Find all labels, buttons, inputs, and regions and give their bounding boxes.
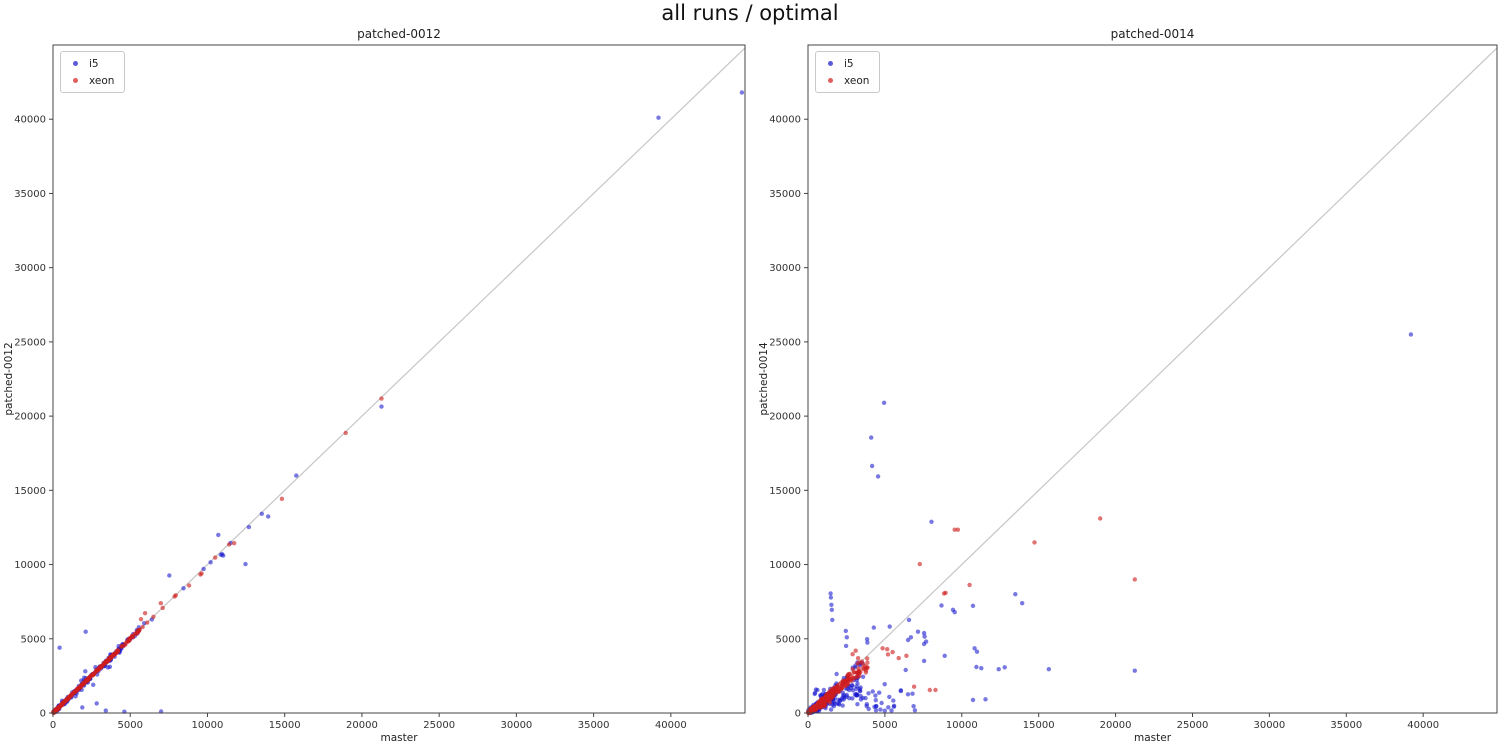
y-axis-ticks: 0 5000 10000 15000 20000 25000 30000 35000 40000	[769, 115, 808, 720]
legend-item-xeon: xeon	[70, 72, 114, 89]
legend-label: xeon	[89, 74, 115, 87]
xeon-marker-icon	[828, 78, 833, 83]
svg-text:15000: 15000	[14, 486, 46, 497]
series-xeon-points	[51, 396, 384, 716]
identity-line	[807, 47, 1498, 714]
x-axis-label: master	[1133, 732, 1172, 744]
svg-text:40000: 40000	[14, 115, 46, 126]
i5-marker-icon	[828, 61, 833, 66]
svg-text:0: 0	[40, 709, 46, 720]
legend-label: i5	[844, 57, 854, 70]
svg-text:20000: 20000	[769, 412, 801, 423]
svg-text:5000: 5000	[776, 634, 801, 645]
x-axis-ticks: 0 5000 10000 15000 20000 25000 30000 35000 40000	[805, 713, 1439, 731]
svg-text:25000: 25000	[423, 720, 455, 731]
svg-text:40000: 40000	[769, 115, 801, 126]
series-xeon-points	[806, 516, 1137, 716]
svg-text:40000: 40000	[655, 720, 687, 731]
plot-area-left: 0 5000 10000 15000 20000 25000 30000 35000 40000…	[14, 44, 746, 731]
svg-text:35000: 35000	[578, 720, 610, 731]
legend-label: i5	[89, 57, 99, 70]
plot-border	[52, 44, 746, 714]
svg-text:30000: 30000	[769, 263, 801, 274]
y-axis-ticks: 0 5000 10000 15000 20000 25000 30000 35000 40000	[14, 115, 53, 720]
svg-text:5000: 5000	[21, 634, 46, 645]
svg-text:10000: 10000	[14, 560, 46, 571]
svg-text:20000: 20000	[1100, 720, 1132, 731]
svg-text:0: 0	[805, 720, 811, 731]
chart-title: patched-0012	[357, 27, 441, 41]
svg-text:20000: 20000	[14, 412, 46, 423]
svg-text:15000: 15000	[269, 720, 301, 731]
plot-border	[807, 44, 1498, 714]
svg-text:10000: 10000	[192, 720, 224, 731]
legend: i5 xeon	[815, 51, 881, 93]
svg-text:5000: 5000	[872, 720, 897, 731]
svg-text:35000: 35000	[769, 189, 801, 200]
svg-text:25000: 25000	[769, 337, 801, 348]
plot-area-right: 0 5000 10000 15000 20000 25000 30000 35000 40000…	[769, 44, 1498, 731]
i5-marker-icon	[73, 61, 78, 66]
x-axis-ticks: 0 5000 10000 15000 20000 25000 30000 35000 40000	[50, 713, 687, 731]
y-axis-label: patched-0014	[758, 342, 770, 416]
identity-line	[52, 47, 746, 714]
svg-text:15000: 15000	[1023, 720, 1055, 731]
svg-text:0: 0	[795, 709, 801, 720]
chart-patched-0012: 0 5000 10000 15000 20000 25000 30000 35000 40000…	[3, 27, 746, 744]
legend-label: xeon	[844, 74, 870, 87]
svg-text:25000: 25000	[14, 337, 46, 348]
svg-text:30000: 30000	[14, 263, 46, 274]
xeon-marker-icon	[73, 78, 78, 83]
legend-item-i5: i5	[70, 55, 114, 72]
svg-text:25000: 25000	[1177, 720, 1209, 731]
chart-patched-0014: 0 5000 10000 15000 20000 25000 30000 35000 40000…	[750, 0, 1500, 750]
svg-text:40000: 40000	[1407, 720, 1439, 731]
svg-text:5000: 5000	[118, 720, 143, 731]
series-i5-points	[51, 90, 745, 715]
legend-item-xeon: xeon	[825, 72, 869, 89]
y-axis-label: patched-0012	[3, 342, 15, 416]
legend-item-i5: i5	[825, 55, 869, 72]
svg-text:15000: 15000	[769, 486, 801, 497]
svg-text:35000: 35000	[1330, 720, 1362, 731]
legend: i5 xeon	[60, 51, 126, 93]
svg-text:10000: 10000	[769, 560, 801, 571]
svg-text:30000: 30000	[500, 720, 532, 731]
x-axis-label: master	[380, 732, 418, 744]
figure-title: all runs / optimal	[661, 1, 839, 25]
svg-text:20000: 20000	[346, 720, 378, 731]
svg-text:10000: 10000	[946, 720, 978, 731]
chart-title: patched-0014	[1110, 27, 1195, 41]
svg-text:0: 0	[50, 720, 56, 731]
svg-text:35000: 35000	[14, 189, 46, 200]
svg-text:30000: 30000	[1253, 720, 1285, 731]
